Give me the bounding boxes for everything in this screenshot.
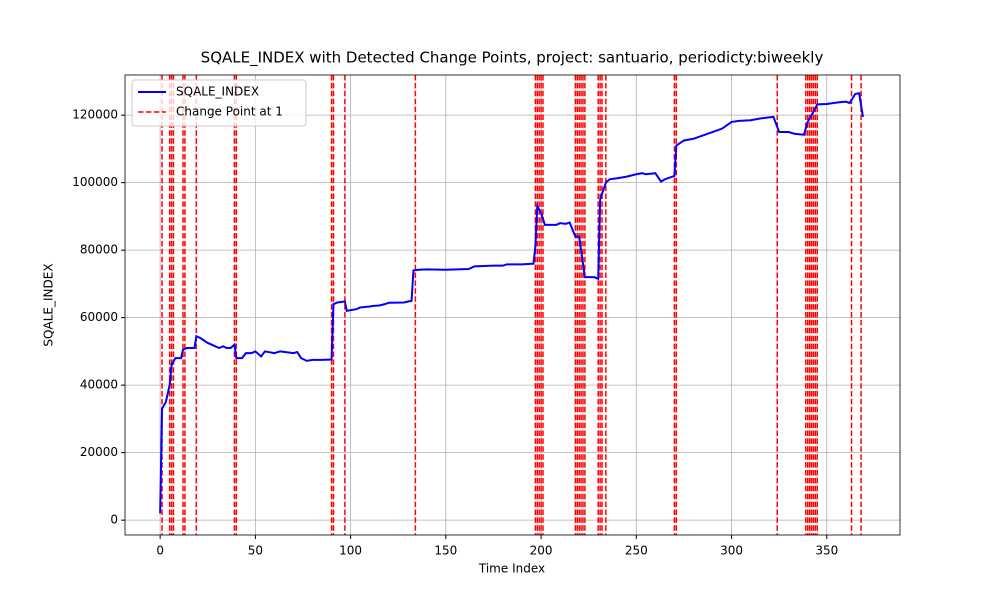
- x-tick-label: 0: [156, 544, 164, 558]
- data-line: [159, 92, 864, 514]
- y-tick-label: 40000: [80, 378, 118, 392]
- x-axis-label: Time Index: [478, 562, 545, 576]
- x-tick-label: 350: [815, 544, 838, 558]
- plot-frame: [124, 74, 901, 536]
- y-tick-label: 100000: [72, 175, 118, 189]
- y-axis-label: SQALE_INDEX: [42, 263, 56, 346]
- x-tick-label: 200: [530, 544, 553, 558]
- legend-box: [131, 79, 307, 127]
- x-tick-label: 300: [720, 544, 743, 558]
- legend-label: SQALE_INDEX: [176, 85, 259, 99]
- y-tick-label: 60000: [80, 310, 118, 324]
- x-tick-label: 100: [339, 544, 362, 558]
- y-tick-label: 0: [110, 513, 118, 527]
- chart-title: SQALE_INDEX with Detected Change Points,…: [201, 49, 824, 68]
- legend-label: Change Point at 1: [176, 105, 283, 119]
- x-tick-label: 250: [625, 544, 648, 558]
- y-tick-label: 20000: [80, 445, 118, 459]
- x-tick-label: 50: [248, 544, 263, 558]
- y-tick-label: 80000: [80, 243, 118, 257]
- x-tick-label: 150: [434, 544, 457, 558]
- y-tick-label: 120000: [72, 108, 118, 122]
